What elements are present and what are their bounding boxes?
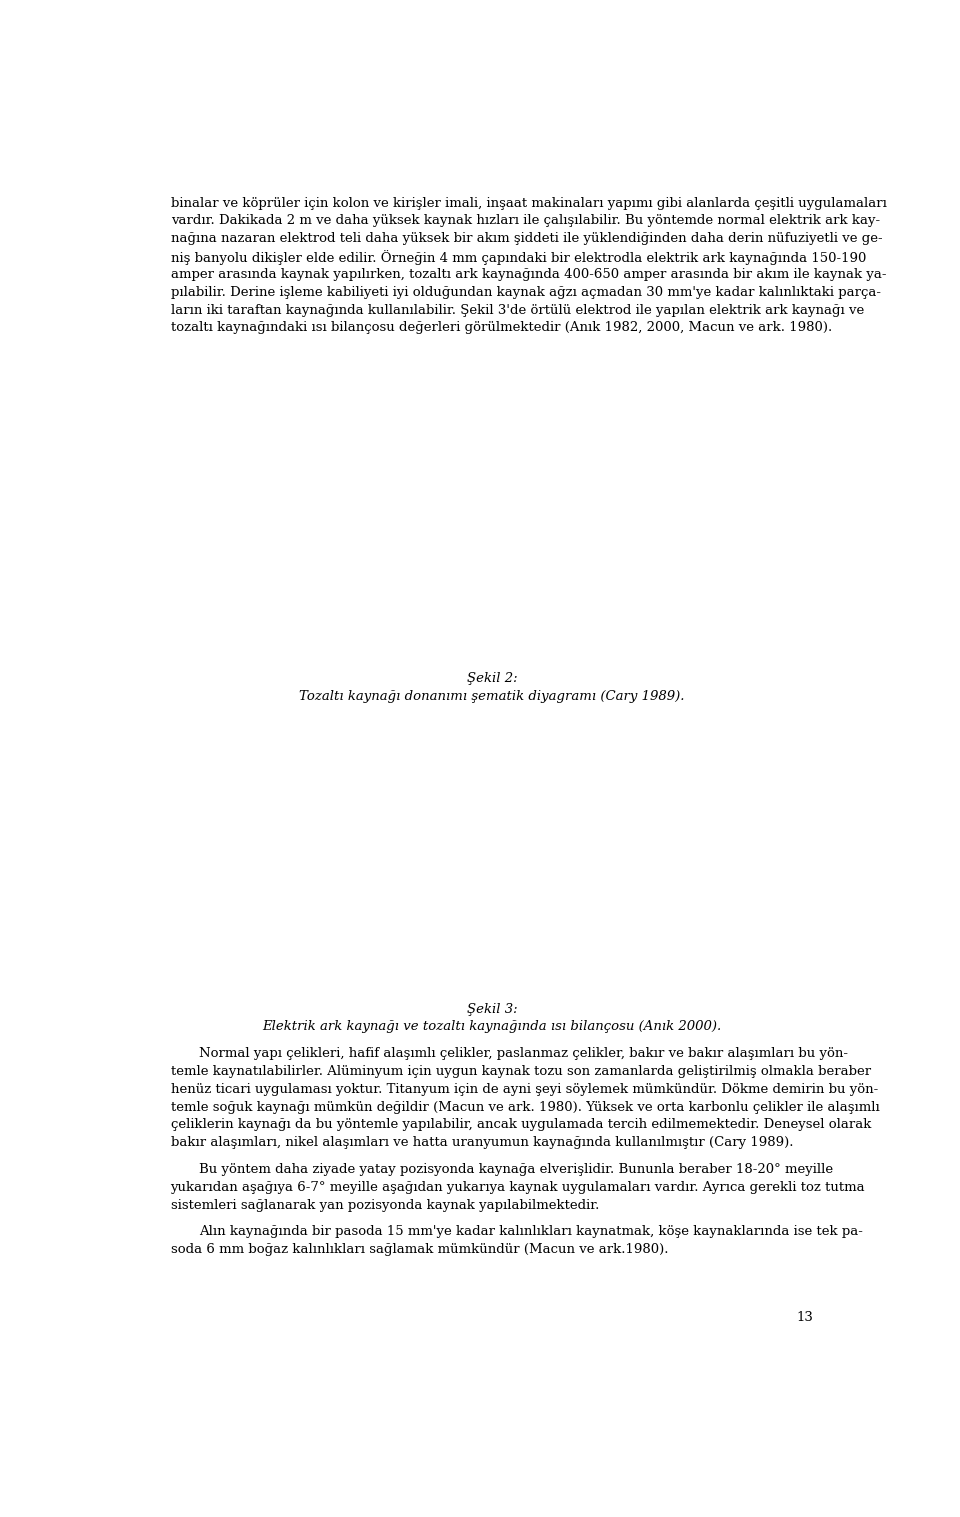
Text: Elektrik ark kaynağı ve tozaltı kaynağında ısı bilançosu (Anık 2000).: Elektrik ark kaynağı ve tozaltı kaynağın… bbox=[262, 1021, 722, 1033]
Text: binalar ve köprüler için kolon ve kirişler imali, inşaat makinaları yapımı gibi : binalar ve köprüler için kolon ve kirişl… bbox=[171, 197, 886, 209]
Text: temle soğuk kaynağı mümkün değildir (Macun ve ark. 1980). Yüksek ve orta karbonl: temle soğuk kaynağı mümkün değildir (Mac… bbox=[171, 1100, 879, 1113]
Text: 13: 13 bbox=[797, 1311, 813, 1324]
Text: bakır alaşımları, nikel alaşımları ve hatta uranyumun kaynağında kullanılmıştır : bakır alaşımları, nikel alaşımları ve ha… bbox=[171, 1136, 793, 1150]
Text: vardır. Dakikada 2 m ve daha yüksek kaynak hızları ile çalışılabilir. Bu yöntemd: vardır. Dakikada 2 m ve daha yüksek kayn… bbox=[171, 214, 879, 228]
Text: henüz ticari uygulaması yoktur. Titanyum için de ayni şeyi söylemek mümkündür. D: henüz ticari uygulaması yoktur. Titanyum… bbox=[171, 1083, 877, 1095]
Text: Şekil 3:: Şekil 3: bbox=[467, 1003, 517, 1015]
Text: Tozaltı kaynağı donanımı şematik diyagramı (Cary 1989).: Tozaltı kaynağı donanımı şematik diyagra… bbox=[300, 690, 684, 702]
Text: pılabilir. Derine işleme kabiliyeti iyi olduğundan kaynak ağzı açmadan 30 mm'ye : pılabilir. Derine işleme kabiliyeti iyi … bbox=[171, 285, 880, 299]
Text: amper arasında kaynak yapılırken, tozaltı ark kaynağında 400-650 amper arasında : amper arasında kaynak yapılırken, tozalt… bbox=[171, 269, 886, 281]
Text: nağına nazaran elektrod teli daha yüksek bir akım şiddeti ile yüklendiğinden dah: nağına nazaran elektrod teli daha yüksek… bbox=[171, 232, 882, 246]
Text: ların iki taraftan kaynağında kullanılabilir. Şekil 3'de örtülü elektrod ile yap: ların iki taraftan kaynağında kullanılab… bbox=[171, 303, 864, 317]
Text: Bu yöntem daha ziyade yatay pozisyonda kaynağa elverişlidir. Bununla beraber 18-: Bu yöntem daha ziyade yatay pozisyonda k… bbox=[199, 1164, 833, 1176]
Text: niş banyolu dikişler elde edilir. Örneğin 4 mm çapındaki bir elektrodla elektrik: niş banyolu dikişler elde edilir. Örneği… bbox=[171, 250, 866, 265]
Text: Normal yapı çelikleri, hafif alaşımlı çelikler, paslanmaz çelikler, bakır ve bak: Normal yapı çelikleri, hafif alaşımlı çe… bbox=[199, 1047, 848, 1060]
Text: temle kaynatılabilirler. Alüminyum için uygun kaynak tozu son zamanlarda gelişti: temle kaynatılabilirler. Alüminyum için … bbox=[171, 1065, 871, 1079]
Text: yukarıdan aşağıya 6-7° meyille aşağıdan yukarıya kaynak uygulamaları vardır. Ayr: yukarıdan aşağıya 6-7° meyille aşağıdan … bbox=[171, 1180, 865, 1194]
Text: sistemleri sağlanarak yan pozisyonda kaynak yapılabilmektedir.: sistemleri sağlanarak yan pozisyonda kay… bbox=[171, 1198, 599, 1212]
Text: soda 6 mm boğaz kalınlıkları sağlamak mümkündür (Macun ve ark.1980).: soda 6 mm boğaz kalınlıkları sağlamak mü… bbox=[171, 1242, 668, 1256]
Text: çeliklerin kaynağı da bu yöntemle yapılabilir, ancak uygulamada tercih edilmemek: çeliklerin kaynağı da bu yöntemle yapıla… bbox=[171, 1118, 871, 1132]
Text: Şekil 2:: Şekil 2: bbox=[467, 672, 517, 684]
Text: Alın kaynağında bir pasoda 15 mm'ye kadar kalınlıkları kaynatmak, köşe kaynaklar: Alın kaynağında bir pasoda 15 mm'ye kada… bbox=[199, 1226, 863, 1238]
Text: tozaltı kaynağındaki ısı bilançosu değerleri görülmektedir (Anık 1982, 2000, Mac: tozaltı kaynağındaki ısı bilançosu değer… bbox=[171, 322, 832, 334]
